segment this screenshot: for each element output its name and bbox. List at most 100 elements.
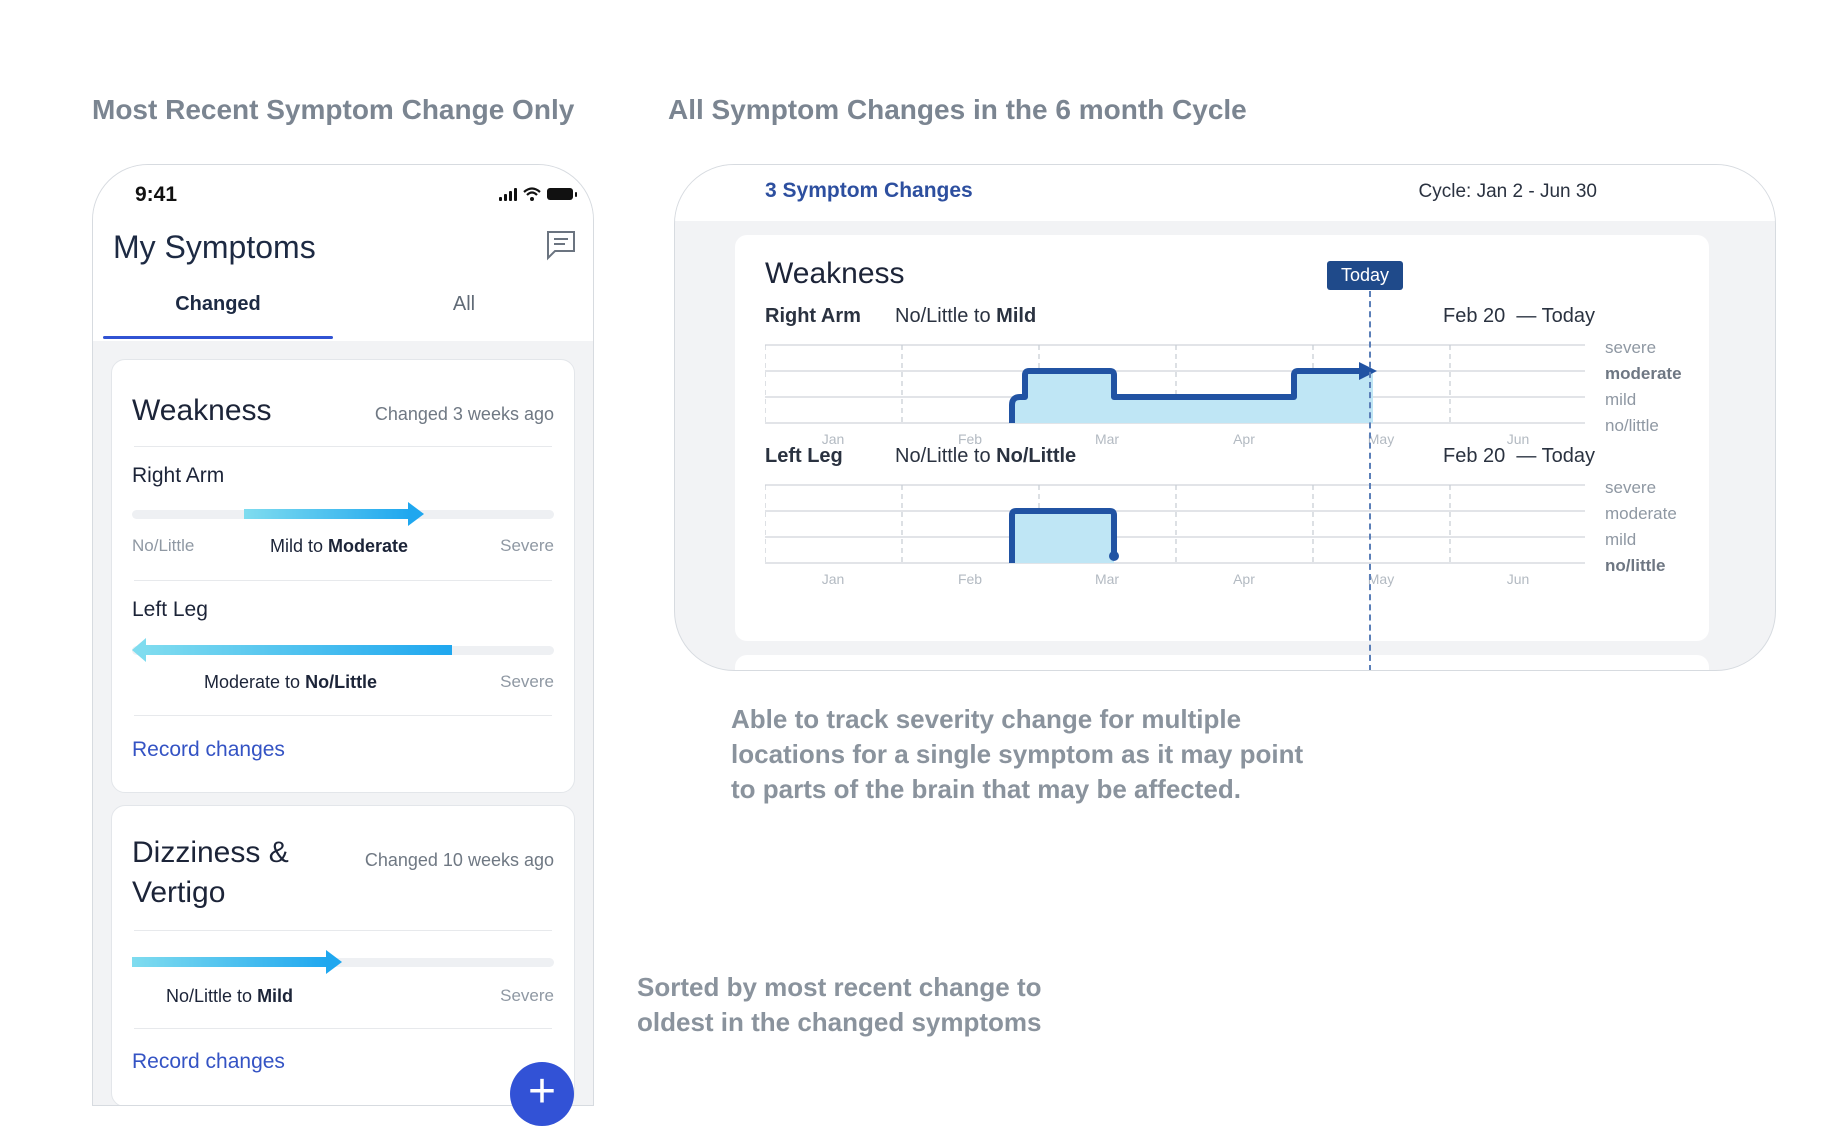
wifi-icon: [523, 187, 541, 201]
row-date-to: — Today: [1516, 305, 1595, 327]
card-title-line1: Dizziness &: [132, 836, 289, 869]
status-time: 9:41: [135, 183, 178, 206]
month-label: Apr: [1233, 431, 1255, 447]
divider: [134, 1028, 552, 1029]
row-date-to: — Today: [1516, 445, 1595, 467]
note-line: oldest in the changed symptoms: [637, 1007, 1042, 1037]
divider: [134, 715, 552, 716]
right-section-title: All Symptom Changes in the 6 month Cycle: [668, 94, 1247, 125]
month-label: Feb: [958, 431, 982, 447]
symptom-card-weakness: Weakness Changed 3 weeks ago Right Arm N…: [111, 359, 575, 793]
change-from: Moderate to: [204, 672, 301, 692]
change-to: No/Little: [305, 672, 378, 692]
note-line: Sorted by most recent change to: [637, 972, 1042, 1002]
row-change: No/Little to No/Little: [895, 445, 1076, 468]
change-from: No/Little to: [166, 986, 253, 1006]
next-symptom-card: [735, 655, 1709, 670]
divider: [134, 446, 552, 447]
page-title: My Symptoms: [113, 229, 316, 265]
note-line: Able to track severity change for multip…: [731, 704, 1242, 734]
row-change-to: Mild: [996, 305, 1037, 327]
level-high: Severe: [500, 536, 554, 555]
month-label: Apr: [1233, 571, 1255, 587]
change-label: No/Little to Mild: [166, 986, 293, 1007]
severity-increase-arrow: [244, 502, 424, 526]
panel-header: [675, 165, 1775, 221]
severity-increase-arrow: [132, 950, 342, 974]
row-date-range: Feb 20 — Today: [1443, 305, 1595, 328]
severity-track: [132, 958, 554, 967]
record-changes-link[interactable]: Record changes: [132, 738, 285, 761]
symptom-card-dizziness: Dizziness & Vertigo Changed 10 weeks ago…: [111, 805, 575, 1105]
month-label: Jun: [1507, 571, 1530, 587]
changed-time: Changed 3 weeks ago: [374, 404, 554, 424]
month-label: May: [1368, 431, 1394, 447]
severity-decrease-arrow: [132, 638, 452, 662]
cycle-range: Cycle: Jan 2 - Jun 30: [1418, 181, 1597, 202]
change-label: Moderate to No/Little: [204, 672, 377, 693]
left-section-title: Most Recent Symptom Change Only: [92, 94, 575, 125]
month-label: Mar: [1095, 431, 1119, 447]
card-title: Weakness: [132, 394, 272, 427]
severity-level: no/little: [1605, 416, 1659, 435]
note-track-multiple: Able to track severity change for multip…: [731, 702, 1303, 807]
location-name: Left Leg: [132, 598, 208, 621]
divider: [134, 930, 552, 931]
month-label: Mar: [1095, 571, 1119, 587]
phone-mockup: 9:41 My Symptoms Changed All Weakness Ch…: [92, 164, 594, 1106]
severity-level: severe: [1605, 338, 1657, 357]
battery-icon: [547, 188, 577, 200]
row-change-from: No/Little to: [895, 445, 997, 467]
level-high: Severe: [500, 672, 554, 691]
right-arm-severity-chart: Jan Feb Mar Apr May Jun: [765, 344, 1585, 447]
record-changes-link[interactable]: Record changes: [132, 1050, 285, 1073]
severity-level-current: no/little: [1605, 556, 1666, 575]
chart-symptom-title: Weakness: [765, 257, 905, 290]
tab-all[interactable]: All: [452, 293, 476, 315]
row-date-range: Feb 20 — Today: [1443, 445, 1595, 468]
note-line: to parts of the brain that may be affect…: [731, 774, 1241, 804]
changed-time: Changed 10 weeks ago: [364, 850, 554, 870]
month-label: Jan: [822, 571, 845, 587]
signal-icon: [499, 187, 517, 201]
row-change-from: No/Little to: [895, 305, 997, 327]
month-label: Jun: [1507, 431, 1530, 447]
card-title-line2: Vertigo: [132, 876, 226, 909]
severity-level-current: moderate: [1605, 364, 1682, 383]
tab-active-indicator: [103, 336, 333, 339]
symptom-chart-card: Weakness Right Arm No/Little to Mild Feb…: [735, 235, 1709, 641]
today-tag: Today: [1327, 261, 1404, 290]
month-label: Jan: [822, 431, 845, 447]
severity-scale: severe moderate mild no/little: [1605, 335, 1682, 439]
level-low: No/Little: [132, 536, 195, 555]
left-leg-severity-chart: Jan Feb Mar Apr May Jun: [765, 484, 1585, 587]
symptom-history-panel: 3 Symptom Changes Cycle: Jan 2 - Jun 30 …: [674, 164, 1776, 671]
note-line: locations for a single symptom as it may…: [731, 739, 1304, 769]
row-date-from: Feb 20: [1443, 305, 1506, 327]
status-icons: [499, 187, 577, 201]
severity-level: mild: [1605, 390, 1637, 409]
row-change: No/Little to Mild: [895, 305, 1036, 328]
severity-level: severe: [1605, 478, 1657, 497]
note-sorted: Sorted by most recent change to oldest i…: [637, 970, 1042, 1040]
divider: [134, 580, 552, 581]
change-to: Mild: [257, 986, 294, 1006]
row-date-from: Feb 20: [1443, 445, 1506, 467]
row-change-to: No/Little: [996, 445, 1077, 467]
add-symptom-button[interactable]: +: [510, 1062, 574, 1126]
severity-level: moderate: [1605, 504, 1677, 523]
level-high: Severe: [500, 986, 554, 1005]
severity-scale: severe moderate mild no/little: [1605, 475, 1677, 579]
month-label: May: [1368, 571, 1394, 587]
today-line: [1369, 291, 1371, 670]
change-from: Mild to: [270, 536, 324, 556]
month-label: Feb: [958, 571, 982, 587]
row-location: Left Leg: [765, 445, 843, 467]
change-to: Moderate: [328, 536, 409, 556]
chat-icon[interactable]: [545, 229, 577, 261]
tab-changed[interactable]: Changed: [175, 293, 261, 315]
change-label: Mild to Moderate: [270, 536, 408, 557]
row-location: Right Arm: [765, 305, 861, 327]
location-name: Right Arm: [132, 464, 225, 487]
symptom-changes-count[interactable]: 3 Symptom Changes: [765, 179, 973, 202]
